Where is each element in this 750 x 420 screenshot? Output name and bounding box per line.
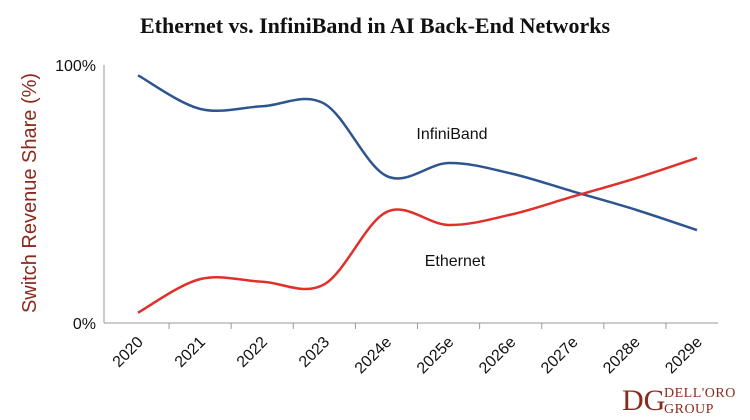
- y-ticks: 0% 100%: [55, 58, 96, 333]
- x-tick-label: 2027e: [538, 334, 582, 378]
- y-tick-label: 100%: [55, 58, 96, 75]
- chart-title: Ethernet vs. InfiniBand in AI Back-End N…: [140, 13, 610, 38]
- x-tick-label: 2020: [110, 334, 147, 371]
- series-line-ethernet: [137, 156, 698, 314]
- series-line-infiniband: [137, 74, 698, 232]
- x-tick-label: 2023: [296, 334, 333, 371]
- x-tick-label: 2025e: [414, 334, 458, 378]
- dell-oro-logo: DG DELL'ORO GROUP: [622, 384, 736, 417]
- x-ticks: 2020 2021 2022 2023 2024e 2025e 2026e 2027e 2028…: [110, 323, 706, 377]
- series-lines: [137, 74, 698, 314]
- x-tick-label: 2024e: [352, 334, 396, 378]
- y-tick-label: 0%: [73, 316, 96, 333]
- series-labels: InfiniBand Ethernet: [416, 126, 487, 270]
- x-tick-label: 2026e: [476, 334, 520, 378]
- axes: [103, 65, 718, 324]
- series-label-ethernet: Ethernet: [425, 253, 486, 270]
- x-tick-label: 2022: [234, 334, 271, 371]
- x-tick-label: 2029e: [662, 334, 706, 378]
- logo-line1: DELL'ORO: [664, 386, 736, 401]
- series-label-infiniband: InfiniBand: [416, 126, 487, 143]
- y-axis-label: Switch Revenue Share (%): [19, 73, 41, 313]
- x-tick-label: 2028e: [600, 334, 644, 378]
- logo-line2: GROUP: [664, 402, 714, 417]
- x-tick-label: 2021: [172, 334, 209, 371]
- logo-mark: DG: [622, 384, 665, 417]
